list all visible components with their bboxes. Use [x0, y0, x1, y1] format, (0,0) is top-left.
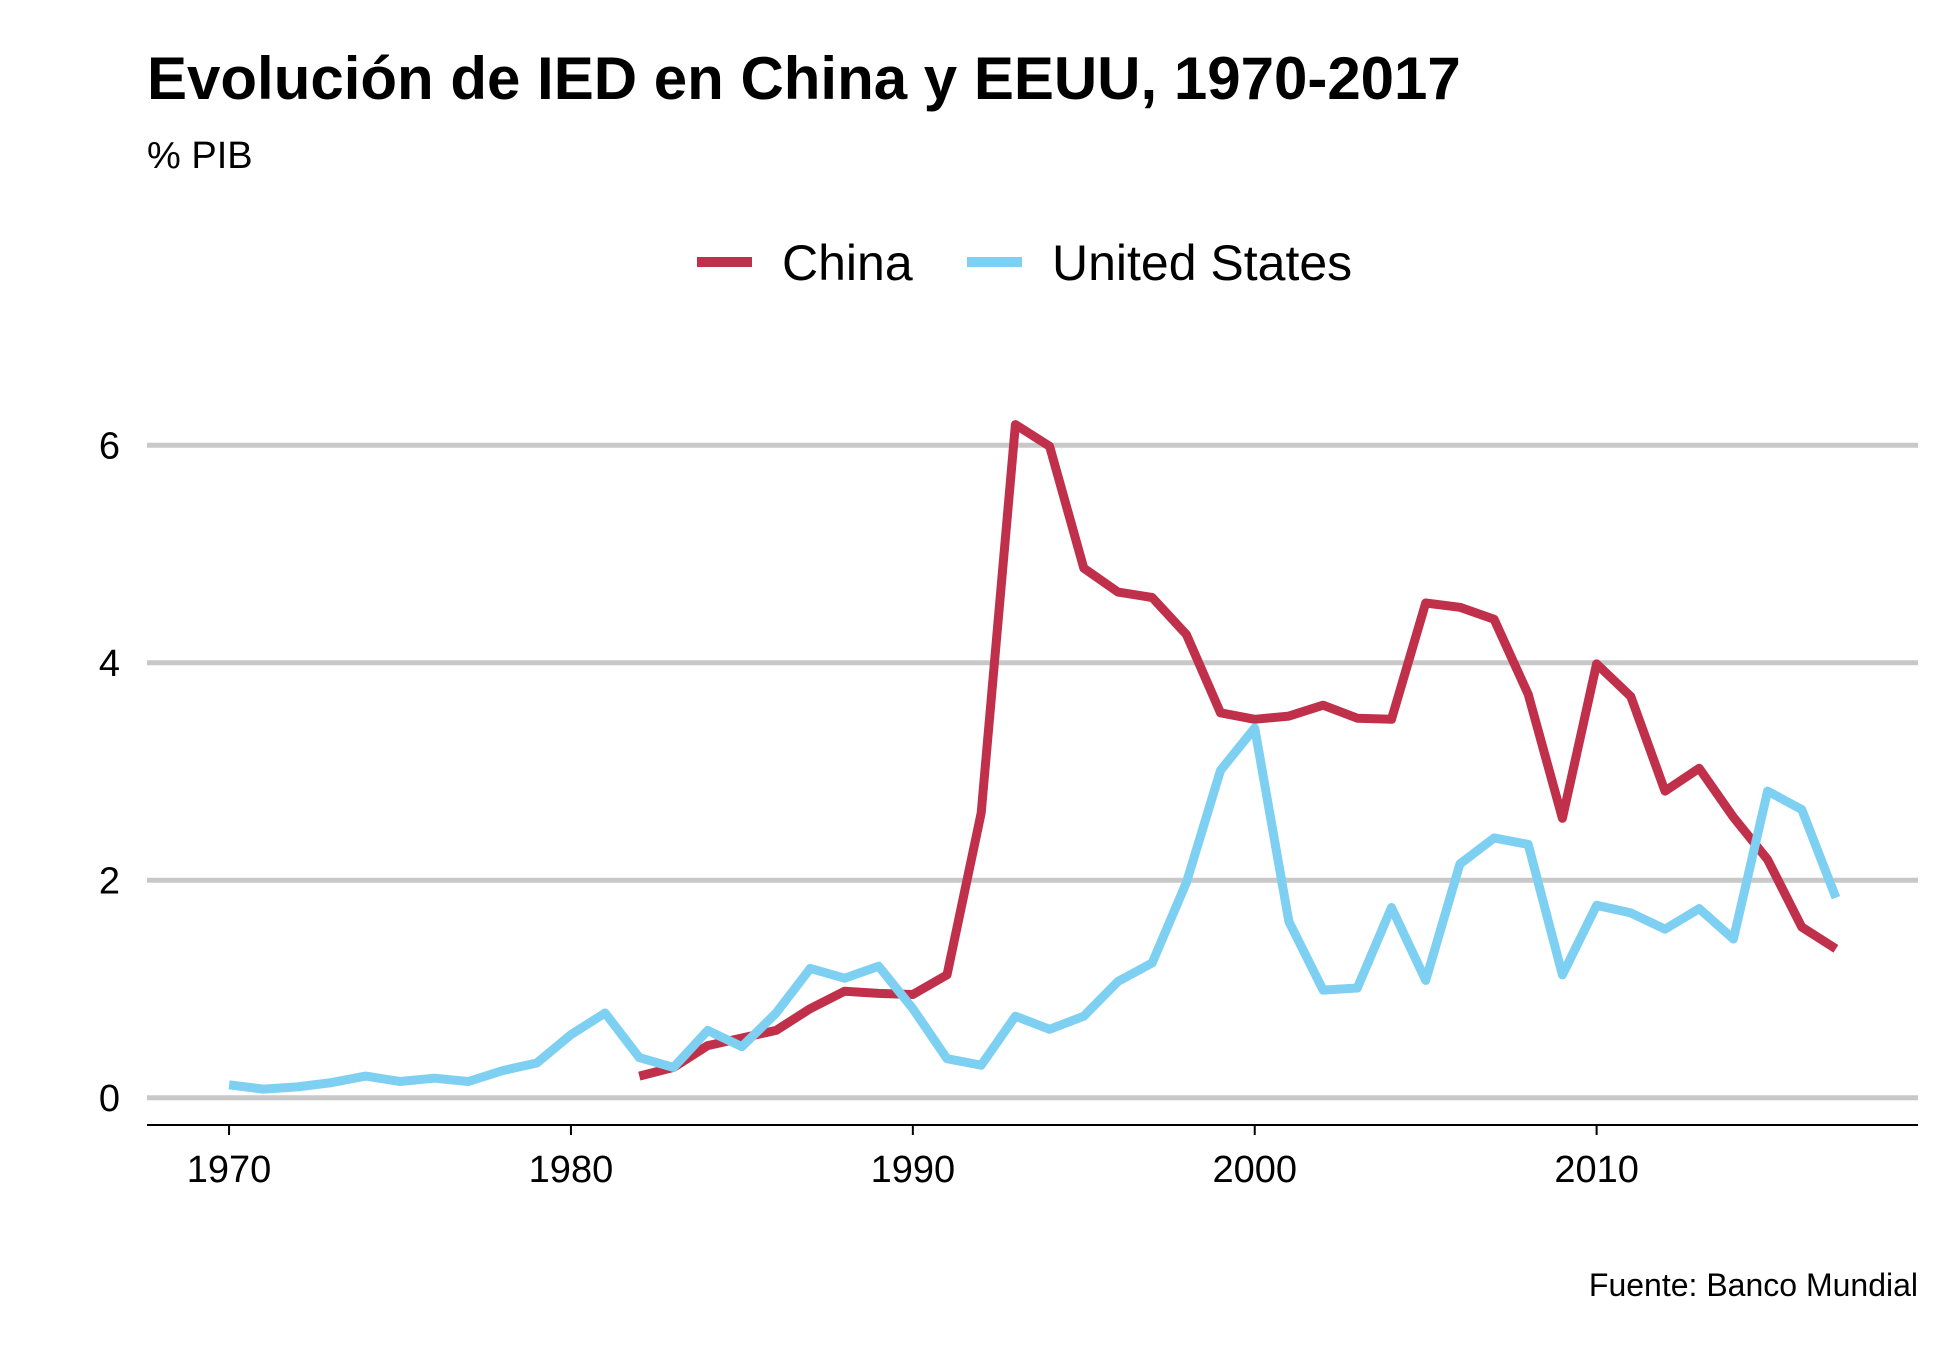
- x-tick-label-1970: 1970: [187, 1149, 272, 1191]
- grid-lines: [147, 442, 1918, 1101]
- x-tick-label-2010: 2010: [1554, 1149, 1639, 1191]
- series-line-united-states: [228, 723, 1841, 1094]
- legend-label-china: China: [782, 235, 913, 291]
- chart-subtitle: % PIB: [147, 135, 253, 177]
- y-tick-label-4: 4: [99, 643, 120, 685]
- x-tick-label-1980: 1980: [529, 1149, 614, 1191]
- chart-caption: Fuente: Banco Mundial: [1589, 1267, 1918, 1303]
- legend: China United States: [697, 235, 1352, 291]
- y-tick-label-6: 6: [99, 425, 120, 467]
- x-tick-label-2000: 2000: [1212, 1149, 1297, 1191]
- series-line-china: [638, 420, 1839, 1081]
- legend-label-united-states: United States: [1052, 235, 1352, 291]
- legend-item-china: China: [697, 235, 913, 291]
- series-layer: [228, 420, 1841, 1094]
- plot-area: 1970 1980 1990 2000 2010 0 2 4 6: [99, 420, 1918, 1191]
- x-axis: 1970 1980 1990 2000 2010: [147, 1124, 1918, 1191]
- legend-item-united-states: United States: [967, 235, 1352, 291]
- x-tick-label-1990: 1990: [871, 1149, 956, 1191]
- y-tick-label-0: 0: [99, 1078, 120, 1120]
- chart-title: Evolución de IED en China y EEUU, 1970-2…: [147, 45, 1461, 112]
- y-axis: 0 2 4 6: [99, 425, 120, 1120]
- y-tick-label-2: 2: [99, 860, 120, 902]
